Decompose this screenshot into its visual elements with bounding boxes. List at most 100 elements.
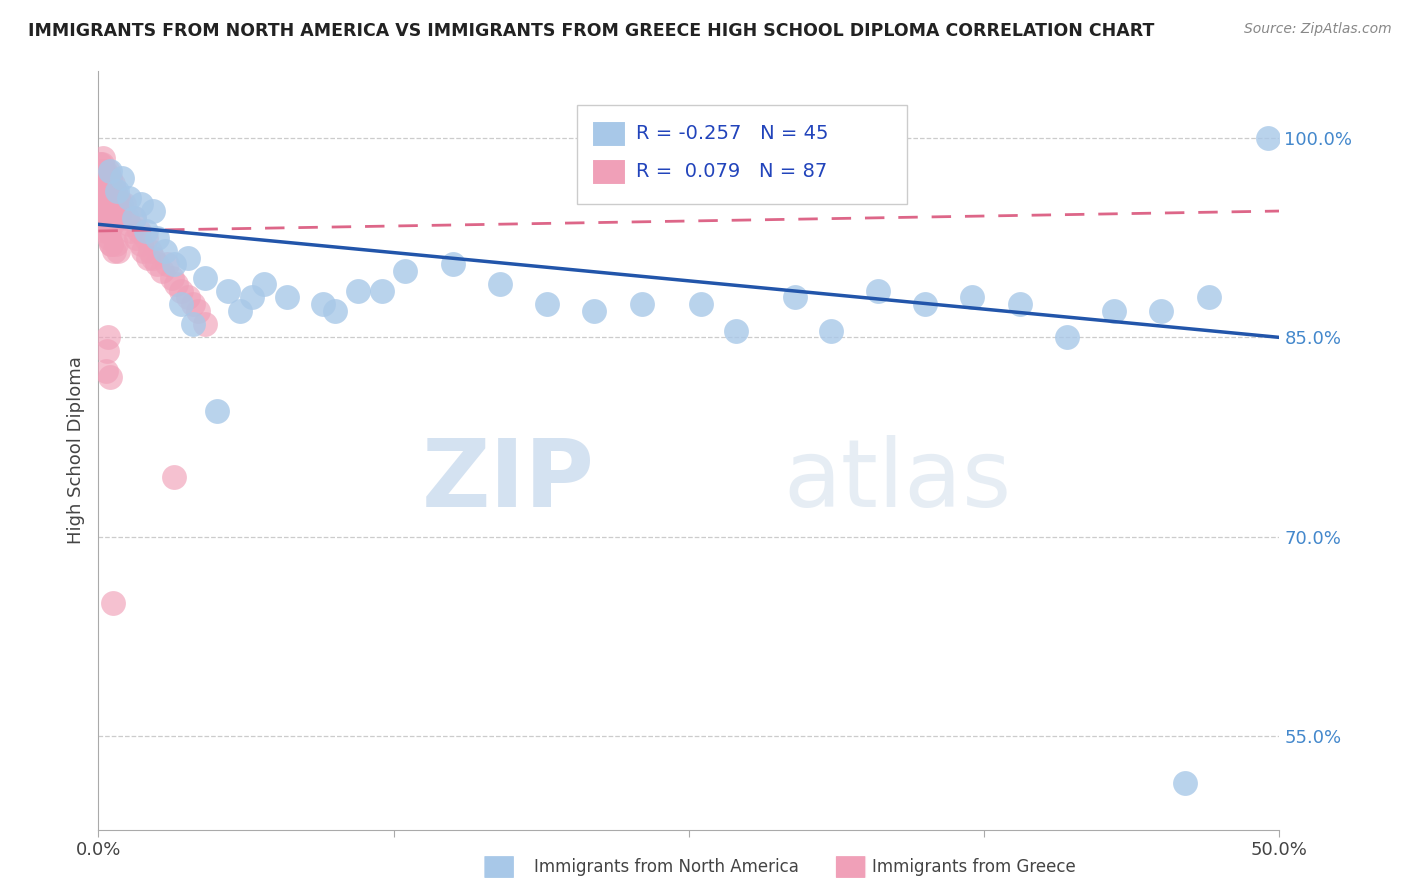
Point bbox=[98, 224, 121, 238]
Text: Immigrants from Greece: Immigrants from Greece bbox=[872, 858, 1076, 876]
Point bbox=[150, 264, 173, 278]
Point bbox=[100, 237, 122, 252]
Point bbox=[94, 197, 117, 211]
Point bbox=[177, 251, 200, 265]
Point bbox=[107, 191, 129, 205]
Point bbox=[441, 257, 464, 271]
Point bbox=[153, 244, 176, 258]
Point bbox=[91, 151, 114, 165]
Point bbox=[165, 277, 187, 292]
Point bbox=[105, 184, 128, 198]
Point bbox=[89, 164, 111, 178]
Point bbox=[1008, 297, 1031, 311]
Point bbox=[115, 211, 138, 225]
Point bbox=[139, 244, 162, 258]
Text: atlas: atlas bbox=[783, 434, 1012, 527]
Point bbox=[94, 164, 117, 178]
Point bbox=[1257, 131, 1279, 145]
Point bbox=[96, 204, 118, 219]
Point bbox=[136, 251, 159, 265]
FancyBboxPatch shape bbox=[592, 121, 626, 147]
Point bbox=[94, 224, 117, 238]
Point bbox=[142, 204, 165, 219]
Point bbox=[93, 197, 115, 211]
Point bbox=[371, 284, 394, 298]
Point bbox=[104, 184, 127, 198]
Point bbox=[394, 264, 416, 278]
Point bbox=[135, 230, 157, 244]
Point bbox=[122, 211, 145, 225]
Point bbox=[90, 164, 112, 178]
Point bbox=[103, 244, 125, 258]
Point bbox=[100, 184, 122, 198]
Point bbox=[111, 204, 134, 219]
Point bbox=[97, 164, 120, 178]
Point bbox=[101, 596, 124, 610]
Point bbox=[163, 470, 186, 484]
Point bbox=[97, 184, 120, 198]
Point bbox=[90, 197, 112, 211]
Point bbox=[1102, 303, 1125, 318]
Point bbox=[98, 230, 121, 244]
Point bbox=[105, 197, 128, 211]
Point bbox=[103, 191, 125, 205]
Point bbox=[785, 291, 807, 305]
Point bbox=[98, 170, 121, 185]
FancyBboxPatch shape bbox=[835, 855, 866, 879]
Text: R = -0.257   N = 45: R = -0.257 N = 45 bbox=[636, 124, 828, 143]
Point bbox=[160, 270, 183, 285]
Point bbox=[1198, 291, 1220, 305]
Point bbox=[962, 291, 984, 305]
Point bbox=[94, 211, 117, 225]
Point bbox=[129, 197, 152, 211]
Point bbox=[146, 257, 169, 271]
Point bbox=[229, 303, 252, 318]
Point bbox=[108, 204, 131, 219]
Y-axis label: High School Diploma: High School Diploma bbox=[66, 357, 84, 544]
Point bbox=[90, 170, 112, 185]
Point bbox=[98, 191, 121, 205]
Point bbox=[93, 164, 115, 178]
Point bbox=[96, 178, 118, 192]
Point bbox=[583, 303, 606, 318]
Point bbox=[217, 284, 239, 298]
Point bbox=[1056, 330, 1078, 344]
FancyBboxPatch shape bbox=[484, 855, 515, 879]
Text: R =  0.079   N = 87: R = 0.079 N = 87 bbox=[636, 162, 827, 181]
Point bbox=[100, 237, 122, 252]
Text: IMMIGRANTS FROM NORTH AMERICA VS IMMIGRANTS FROM GREECE HIGH SCHOOL DIPLOMA CORR: IMMIGRANTS FROM NORTH AMERICA VS IMMIGRA… bbox=[28, 22, 1154, 40]
Point bbox=[1150, 303, 1173, 318]
Point bbox=[122, 211, 145, 225]
Point bbox=[97, 330, 120, 344]
Point bbox=[101, 217, 124, 231]
Point bbox=[253, 277, 276, 292]
Point bbox=[347, 284, 370, 298]
Point bbox=[94, 170, 117, 185]
Point bbox=[205, 403, 228, 417]
Point bbox=[146, 230, 169, 244]
Point bbox=[156, 257, 179, 271]
Point bbox=[97, 204, 120, 219]
Point bbox=[98, 178, 121, 192]
Text: ZIP: ZIP bbox=[422, 434, 595, 527]
Point bbox=[91, 204, 114, 219]
FancyBboxPatch shape bbox=[576, 105, 907, 204]
Point bbox=[96, 211, 118, 225]
Point bbox=[177, 291, 200, 305]
Point bbox=[94, 364, 117, 378]
Point bbox=[128, 224, 150, 238]
Point bbox=[97, 224, 120, 238]
Point bbox=[96, 343, 118, 358]
Point bbox=[118, 191, 141, 205]
Point bbox=[725, 324, 748, 338]
Point bbox=[96, 170, 118, 185]
Point bbox=[181, 297, 204, 311]
Point bbox=[163, 257, 186, 271]
Point bbox=[118, 217, 141, 231]
Point bbox=[181, 317, 204, 331]
Point bbox=[91, 204, 114, 219]
Point bbox=[142, 251, 165, 265]
Point bbox=[96, 191, 118, 205]
Point bbox=[93, 184, 115, 198]
Point bbox=[93, 211, 115, 225]
